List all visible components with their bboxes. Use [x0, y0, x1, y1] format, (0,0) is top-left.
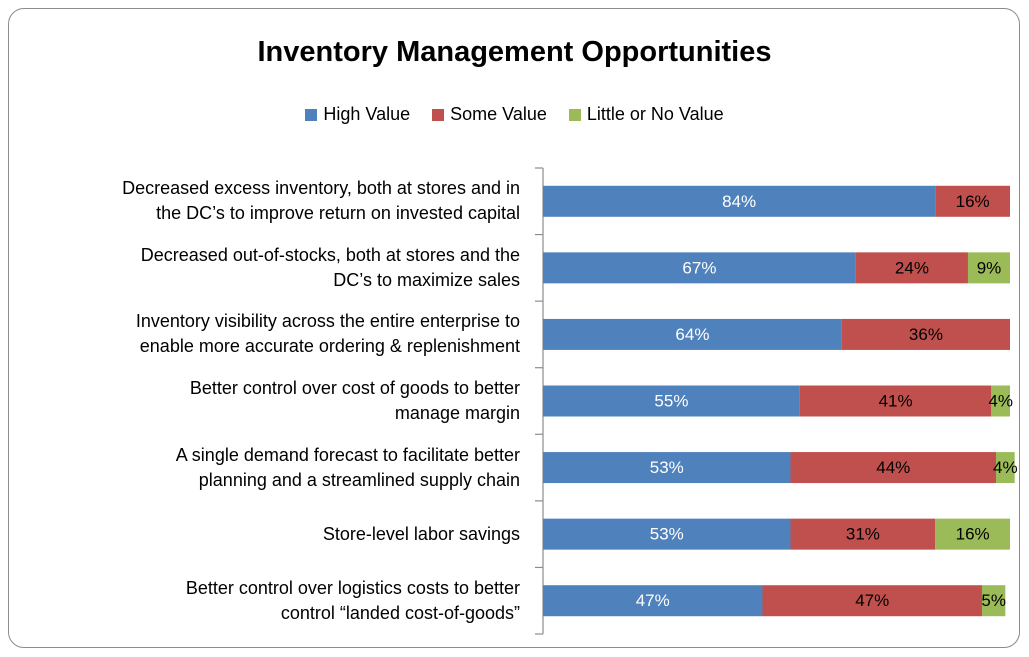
- bar-segment: [935, 185, 1010, 217]
- value-label: 24%: [895, 258, 929, 277]
- bar-segment: [543, 518, 791, 550]
- value-label: 36%: [909, 325, 943, 344]
- value-label: 64%: [675, 325, 709, 344]
- bar-segment: [543, 452, 791, 484]
- category-label: Store-level labor savings: [322, 523, 520, 544]
- bar-segment: [967, 252, 1010, 284]
- value-label: 53%: [650, 525, 684, 544]
- legend-label: Some Value: [450, 104, 547, 124]
- value-label: 67%: [682, 258, 716, 277]
- bar-segment: [935, 518, 1010, 550]
- bar-segment: [981, 585, 1006, 617]
- category-label: Better control over cost of goods to bet…: [189, 377, 520, 423]
- bar-segment: [543, 385, 800, 417]
- value-label: 4%: [988, 391, 1013, 410]
- category-label: A single demand forecast to facilitate b…: [175, 444, 520, 490]
- category-label: Decreased excess inventory, both at stor…: [122, 178, 520, 224]
- legend-swatch: [305, 108, 318, 121]
- bar-segment: [543, 318, 842, 350]
- category-label: Better control over logistics costs to b…: [185, 577, 520, 623]
- chart-frame: [8, 8, 1020, 648]
- value-label: 5%: [981, 591, 1006, 610]
- category-label: Inventory visibility across the entire e…: [135, 311, 520, 357]
- value-label: 53%: [650, 458, 684, 477]
- value-label: 44%: [876, 458, 910, 477]
- bar-segment: [543, 585, 763, 617]
- bar-segment: [790, 518, 936, 550]
- value-label: 16%: [956, 192, 990, 211]
- legend-swatch: [432, 108, 445, 121]
- value-label: 55%: [654, 391, 688, 410]
- legend-label: High Value: [323, 104, 411, 124]
- value-label: 4%: [993, 458, 1018, 477]
- bar-segment: [799, 385, 992, 417]
- value-label: 47%: [636, 591, 670, 610]
- category-label: Decreased out-of-stocks, both at stores …: [140, 244, 520, 290]
- value-label: 41%: [879, 391, 913, 410]
- value-label: 31%: [846, 525, 880, 544]
- legend-label: Little or No Value: [586, 104, 724, 124]
- bar-segment: [543, 185, 936, 217]
- legend-swatch: [568, 108, 581, 121]
- bar-segment: [991, 385, 1010, 417]
- legend-item: High Value: [305, 104, 410, 125]
- legend: High Value Some Value Little or No Value: [0, 104, 1029, 125]
- value-label: 47%: [855, 591, 889, 610]
- value-label: 9%: [977, 258, 1002, 277]
- bar-segment: [841, 318, 1010, 350]
- value-label: 16%: [956, 525, 990, 544]
- bar-segment: [790, 452, 996, 484]
- bar-segment: [995, 452, 1015, 484]
- chart-title: Inventory Management Opportunities: [257, 36, 772, 68]
- bar-segment: [855, 252, 968, 284]
- legend-item: Little or No Value: [568, 104, 724, 125]
- value-label: 84%: [722, 192, 756, 211]
- legend-item: Some Value: [432, 104, 547, 125]
- bar-segment: [762, 585, 982, 617]
- bar-segment: [543, 252, 856, 284]
